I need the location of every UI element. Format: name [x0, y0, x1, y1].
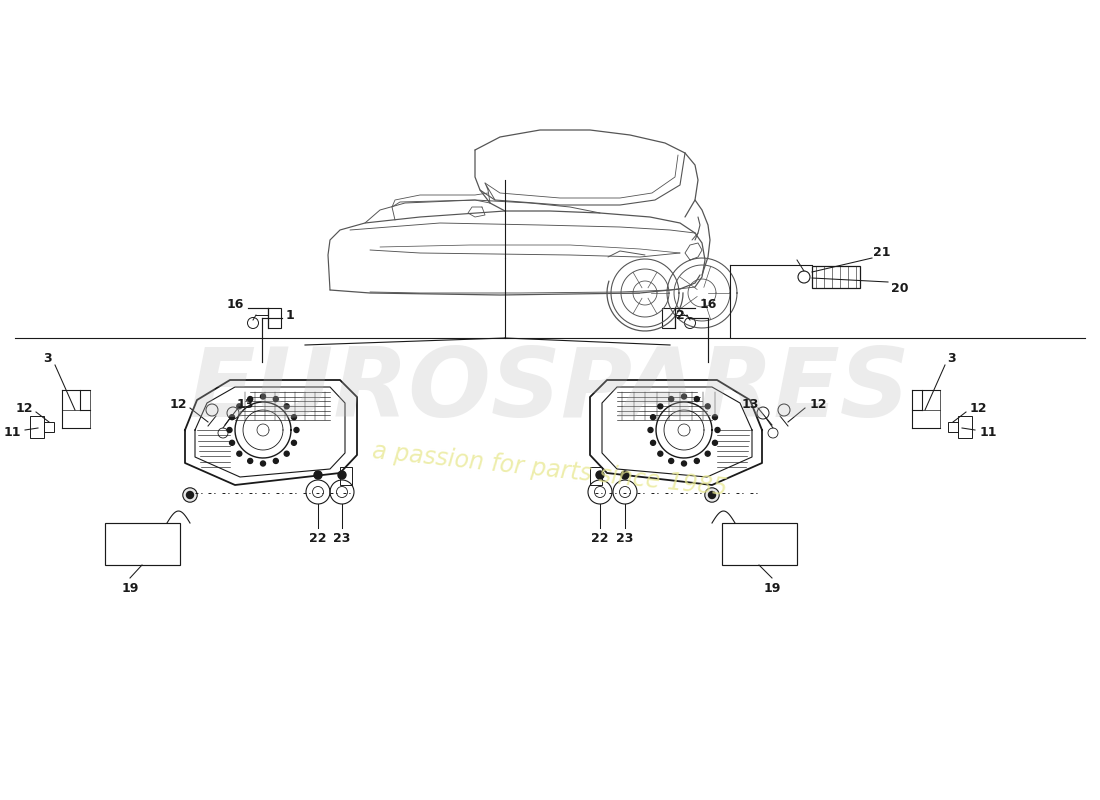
Circle shape — [284, 451, 289, 456]
Circle shape — [596, 471, 604, 479]
Circle shape — [694, 458, 700, 463]
Bar — [104, 523, 180, 565]
Text: a passion for parts since 1985: a passion for parts since 1985 — [372, 439, 728, 501]
Circle shape — [694, 397, 700, 402]
Text: 11: 11 — [979, 426, 997, 438]
Text: 3: 3 — [44, 351, 53, 365]
Circle shape — [713, 414, 717, 420]
Circle shape — [338, 471, 346, 479]
Circle shape — [294, 427, 299, 433]
Circle shape — [236, 404, 242, 409]
Bar — [44, 422, 54, 432]
Text: 1: 1 — [286, 309, 295, 322]
Circle shape — [273, 397, 278, 402]
Circle shape — [248, 458, 253, 463]
Circle shape — [650, 440, 656, 446]
Bar — [590, 467, 602, 485]
Circle shape — [284, 404, 289, 409]
Text: 12: 12 — [810, 398, 827, 410]
Circle shape — [705, 451, 711, 456]
Bar — [268, 308, 280, 328]
Circle shape — [183, 488, 197, 502]
Circle shape — [187, 491, 194, 498]
Circle shape — [705, 488, 719, 502]
Bar — [958, 416, 972, 438]
Text: 23: 23 — [616, 531, 634, 545]
Circle shape — [648, 427, 653, 433]
Circle shape — [713, 440, 717, 446]
Circle shape — [669, 458, 673, 463]
Circle shape — [314, 471, 322, 479]
Text: 22: 22 — [592, 531, 608, 545]
Bar — [948, 422, 958, 432]
Circle shape — [669, 397, 673, 402]
Circle shape — [715, 427, 720, 433]
Bar — [812, 266, 860, 288]
Text: 12: 12 — [969, 402, 987, 414]
Circle shape — [621, 471, 629, 479]
Circle shape — [261, 461, 265, 466]
Text: 16: 16 — [227, 298, 244, 310]
Text: 19: 19 — [121, 582, 139, 594]
Circle shape — [227, 427, 232, 433]
Circle shape — [292, 440, 296, 446]
Circle shape — [708, 491, 715, 498]
Circle shape — [658, 451, 663, 456]
Text: 16: 16 — [700, 298, 717, 310]
Text: EUROSPARES: EUROSPARES — [189, 343, 911, 437]
Text: 11: 11 — [3, 426, 21, 438]
Text: 2: 2 — [675, 309, 684, 322]
Circle shape — [650, 414, 656, 420]
Text: 12: 12 — [169, 398, 187, 410]
Bar — [662, 308, 675, 328]
Text: 3: 3 — [948, 351, 956, 365]
Circle shape — [705, 404, 711, 409]
Text: 22: 22 — [309, 531, 327, 545]
Circle shape — [273, 458, 278, 463]
Text: 12: 12 — [15, 402, 33, 414]
Text: 20: 20 — [891, 282, 909, 294]
Circle shape — [292, 414, 296, 420]
Bar — [30, 416, 44, 438]
Circle shape — [682, 461, 686, 466]
Circle shape — [248, 397, 253, 402]
Text: 23: 23 — [333, 531, 351, 545]
Bar — [722, 523, 798, 565]
Text: 19: 19 — [763, 582, 781, 594]
Circle shape — [658, 404, 663, 409]
Circle shape — [236, 451, 242, 456]
Text: 21: 21 — [873, 246, 891, 258]
Circle shape — [230, 440, 234, 446]
Circle shape — [230, 414, 234, 420]
Circle shape — [261, 394, 265, 399]
Text: 13: 13 — [236, 398, 254, 410]
Bar — [340, 467, 352, 485]
Text: 13: 13 — [741, 398, 759, 410]
Circle shape — [682, 394, 686, 399]
